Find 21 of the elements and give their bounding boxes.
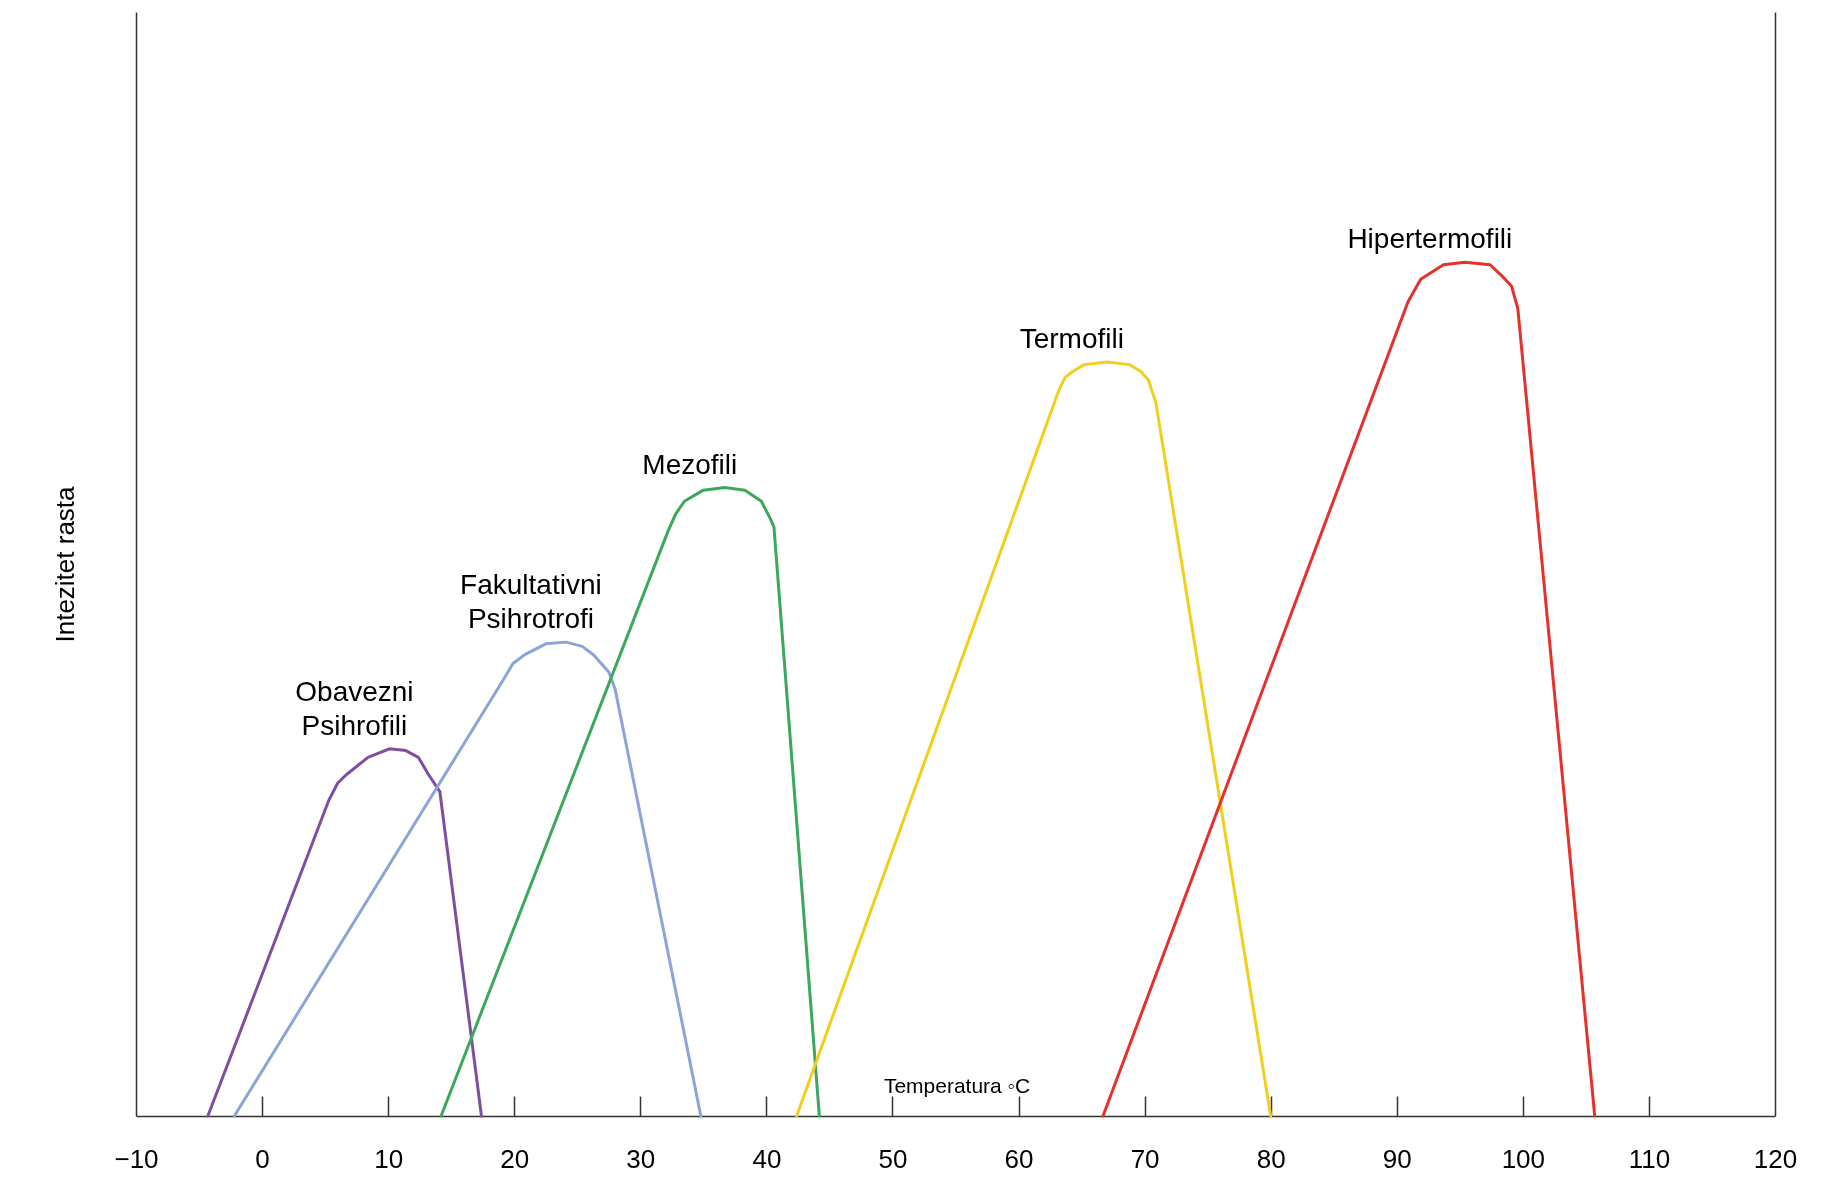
x-axis-title: Temperatura ◦C — [883, 1073, 1031, 1097]
x-tick-label: 90 — [1382, 1143, 1412, 1174]
x-tick-label: 40 — [752, 1143, 782, 1174]
x-tick-label: 80 — [1256, 1143, 1286, 1174]
x-tick-label: 30 — [626, 1143, 656, 1174]
x-tick-label: 70 — [1130, 1143, 1160, 1174]
x-tick-label: 100 — [1501, 1143, 1546, 1174]
series-label: Obavezni Psihrofili — [295, 675, 414, 741]
y-axis-title: Intezitet rasta — [49, 485, 80, 643]
x-tick-label: 10 — [374, 1143, 404, 1174]
series-label: Fakultativni Psihrotrofi — [460, 569, 602, 635]
x-tick-label: 120 — [1753, 1143, 1798, 1174]
x-tick-label: 110 — [1628, 1143, 1671, 1174]
x-tick-label: 20 — [500, 1143, 530, 1174]
x-tick-label: −10 — [114, 1143, 159, 1174]
x-tick-label: 60 — [1004, 1143, 1034, 1174]
series-label: Hipertermofili — [1347, 223, 1513, 255]
series-label: Mezofili — [642, 448, 738, 480]
series-label: Termofili — [1019, 323, 1124, 355]
x-tick-label: 0 — [255, 1143, 270, 1174]
x-tick-label: 50 — [878, 1143, 908, 1174]
